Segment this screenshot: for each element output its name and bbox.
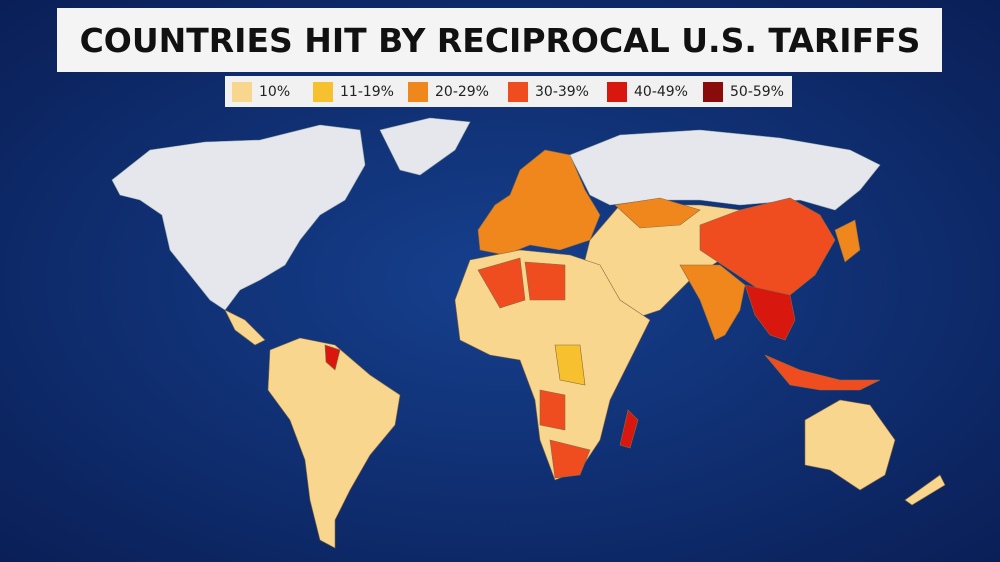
central-america (224, 309, 266, 346)
legend-swatch (508, 82, 528, 102)
kazakhstan (614, 197, 701, 229)
world-map (111, 117, 946, 549)
legend-swatch (313, 82, 333, 102)
legend-swatch (408, 82, 428, 102)
south-africa (549, 439, 591, 479)
australia (804, 399, 896, 491)
algeria (477, 257, 526, 309)
russia (569, 129, 881, 211)
legend-label: 10% (259, 84, 290, 100)
libya (524, 261, 566, 301)
europe (477, 149, 601, 256)
southeast-asia (744, 284, 796, 341)
legend-label: 20-29% (435, 84, 489, 100)
india (679, 264, 746, 341)
legend-label: 40-49% (634, 84, 688, 100)
legend-label: 11-19% (340, 84, 394, 100)
legend-swatch (232, 82, 252, 102)
legend-swatch (607, 82, 627, 102)
japan (834, 219, 861, 263)
north-america (111, 124, 366, 311)
madagascar (619, 409, 639, 449)
legend-label: 30-39% (535, 84, 589, 100)
angola (539, 389, 566, 431)
title: COUNTRIES HIT BY RECIPROCAL U.S. TARIFFS (80, 21, 921, 60)
new-zealand (904, 474, 946, 506)
indonesia (764, 354, 881, 391)
legend-label: 50-59% (730, 84, 784, 100)
legend-swatch (703, 82, 723, 102)
guyana (324, 344, 341, 371)
greenland (379, 117, 471, 176)
drc (554, 344, 586, 386)
legend: 10% 11-19% 20-29% 30-39% 40-49% 50-59% (232, 82, 784, 102)
title-bar (57, 8, 942, 72)
china (699, 197, 836, 296)
africa (454, 249, 651, 481)
south-america (267, 337, 401, 549)
